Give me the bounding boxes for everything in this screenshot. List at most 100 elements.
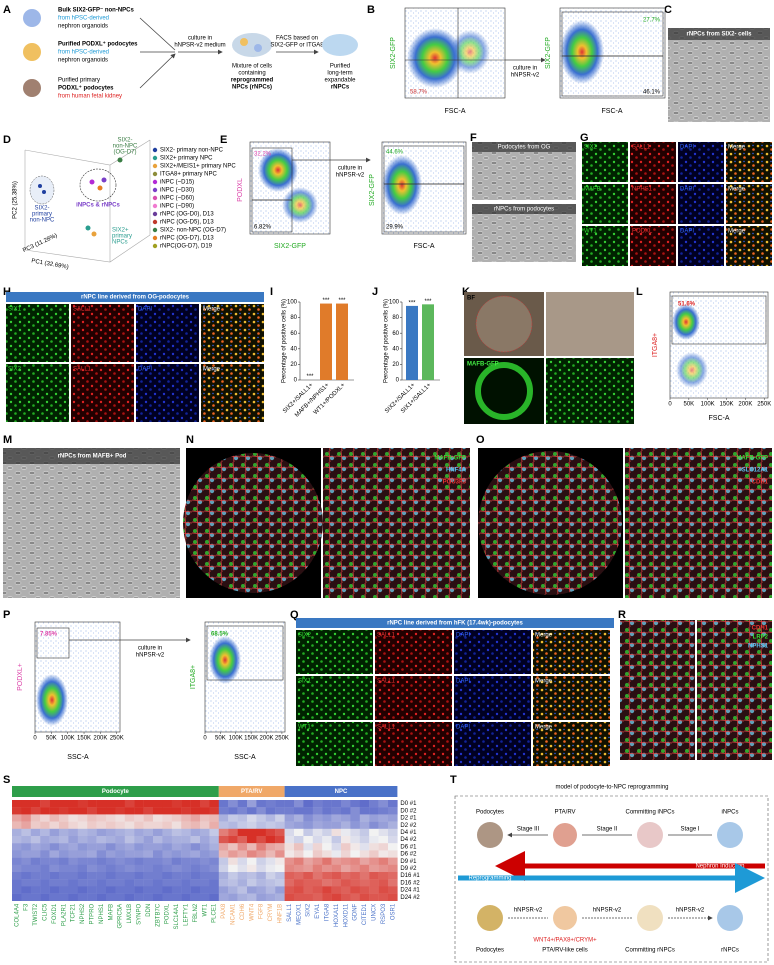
- heatmap-cell: [294, 857, 304, 865]
- heatmap-cell: [200, 886, 210, 894]
- gene-label: OSR1: [390, 903, 396, 920]
- heatmap-cell: [284, 872, 295, 880]
- gene-label: PTPRO: [89, 903, 95, 924]
- micrograph: [296, 676, 373, 720]
- gene-label: WNT4: [249, 903, 255, 921]
- x-label-2: SSC-A: [234, 754, 256, 761]
- heatmap-cell: [322, 864, 332, 873]
- heatmap-cell: [40, 807, 50, 815]
- heatmap-cell: [143, 850, 154, 858]
- gfp: MAFB-GFP: [467, 362, 499, 368]
- heatmap-cell: [162, 807, 172, 815]
- heatmap-cell: [96, 850, 107, 858]
- facs: FACS based on: [276, 36, 318, 42]
- x-label: SIX2-GFP: [274, 243, 306, 250]
- heatmap-cell: [331, 879, 342, 887]
- heatmap-cell: [30, 850, 41, 858]
- heatmap-cell: [77, 872, 88, 880]
- heatmap-cell: [40, 843, 50, 851]
- gene-label: LEFTY1: [183, 903, 189, 926]
- heatmap-cell: [388, 828, 398, 837]
- heatmap-cell: [124, 836, 135, 844]
- legend-swatch: [152, 211, 158, 217]
- heatmap-cell: [312, 872, 323, 880]
- heatmap-cell: [265, 850, 276, 858]
- x-tick-label: 50K: [46, 736, 57, 742]
- stages: Stage II: [597, 827, 618, 833]
- gate4: 29.9%: [386, 225, 404, 231]
- heatmap-cell: [40, 814, 50, 822]
- icon: [97, 185, 103, 191]
- panel-label: K: [462, 286, 470, 298]
- heatmap-cell: [181, 857, 191, 865]
- heatmap-cell: [181, 879, 191, 887]
- heatmap-cell: [294, 836, 304, 844]
- gene-label: GDNF: [353, 903, 359, 920]
- heatmap-cell: [388, 864, 398, 873]
- heatmap-cell: [30, 807, 41, 815]
- channel-label: SALL1: [377, 633, 396, 639]
- legend-label: rNPC (OG-D7), D13: [160, 236, 214, 242]
- heatmap-cell: [247, 850, 257, 858]
- legend-swatch: [152, 243, 158, 249]
- micrograph: [625, 448, 772, 598]
- annotation: ***: [408, 300, 416, 306]
- heatmap-cell: [359, 828, 370, 837]
- heatmap-cell: [275, 843, 285, 851]
- icon: [85, 225, 91, 231]
- heatmap-cell: [350, 886, 360, 894]
- heatmap-cell: [322, 857, 332, 865]
- heatmap-cell: [256, 800, 266, 808]
- heatmap-cell: [228, 800, 238, 808]
- channel-label: DAPI: [456, 633, 470, 639]
- heatmap-cell: [77, 886, 88, 894]
- heatmap-cell: [228, 807, 238, 815]
- heatmap-cell: [275, 814, 285, 822]
- panel-label: P: [3, 609, 10, 621]
- heatmap-cell: [247, 879, 257, 887]
- group-bar: [12, 786, 219, 797]
- heatmap-cell: [190, 857, 201, 865]
- heatmap-cell: [153, 807, 163, 815]
- heatmap-cell: [341, 821, 351, 829]
- heatmap-cell: [209, 836, 219, 844]
- x-tick-label: 150K: [77, 736, 91, 742]
- heatmap-cell: [265, 864, 276, 873]
- heatmap-cell: [200, 893, 210, 901]
- heatmap-cell: [49, 836, 60, 844]
- groups: primary: [32, 212, 52, 218]
- heatmap-cell: [265, 893, 276, 901]
- icon: [240, 38, 248, 46]
- heatmap-cell: [77, 850, 88, 858]
- micrograph: [678, 184, 724, 224]
- heatmap-cell: [30, 800, 41, 808]
- heatmap-cell: [30, 814, 41, 822]
- legend-swatch: [152, 179, 158, 185]
- cell-cloud: [258, 148, 298, 192]
- channel-label: DAPI: [138, 307, 152, 313]
- heatmap-cell: [341, 879, 351, 887]
- heatmap-cell: [284, 886, 295, 894]
- heatmap-cell: [209, 821, 219, 829]
- panel-label: J: [372, 286, 378, 298]
- heatmap-cell: [49, 886, 60, 894]
- panel-label: H: [3, 286, 11, 298]
- cell-cloud: [676, 352, 708, 388]
- y-tick-label: 20: [392, 362, 399, 368]
- heatmap-cell: [77, 836, 88, 844]
- shape: [383, 183, 465, 233]
- micrograph: [546, 358, 634, 424]
- heatmap-cell: [106, 821, 116, 829]
- micrograph: [454, 676, 531, 720]
- heatmap-cell: [106, 879, 116, 887]
- heatmap-cell: [153, 879, 163, 887]
- panel-label: Q: [290, 609, 299, 621]
- heatmap-cell: [115, 864, 125, 873]
- heatmap-cell: [294, 850, 304, 858]
- stages: Stage I: [680, 827, 699, 833]
- title: model of podocyte-to-NPC reprogramming: [555, 785, 668, 791]
- heatmap-cell: [312, 800, 323, 808]
- channel-label: Merge: [203, 367, 221, 373]
- heatmap-cell: [312, 828, 323, 837]
- heatmap-cell: [59, 821, 69, 829]
